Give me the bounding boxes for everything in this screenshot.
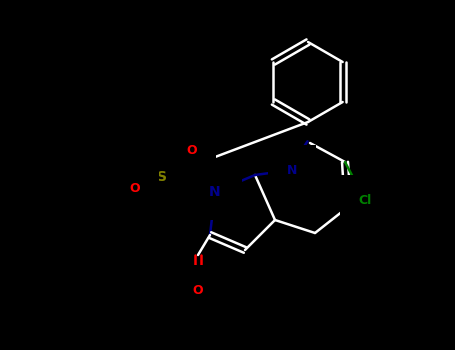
Text: S: S <box>157 170 167 184</box>
Text: O: O <box>187 144 197 156</box>
Text: O: O <box>192 284 203 296</box>
Text: N: N <box>209 185 221 199</box>
Text: Cl: Cl <box>359 194 372 206</box>
Text: O: O <box>130 182 140 195</box>
Text: N: N <box>287 163 297 176</box>
